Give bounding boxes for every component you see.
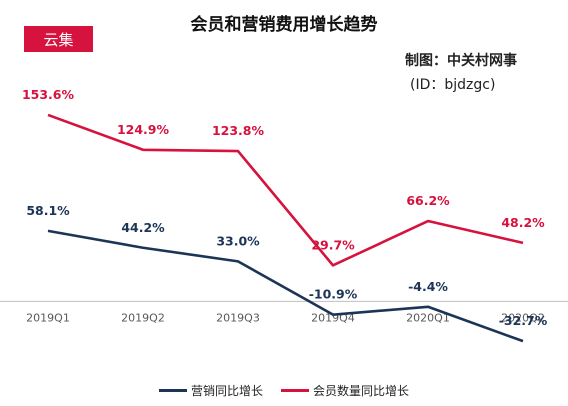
data-label: 48.2%: [501, 215, 545, 230]
x-tick-label: 2020Q1: [406, 311, 450, 324]
legend-item-marketing: 营销同比增长: [158, 382, 263, 399]
data-label: 29.7%: [311, 237, 355, 252]
data-label: 58.1%: [26, 203, 70, 218]
data-label: -32.7%: [499, 313, 548, 328]
x-tick-label: 2019Q2: [121, 311, 165, 324]
x-tick-label: 2019Q1: [26, 311, 70, 324]
series-line-members: [47, 113, 524, 267]
credit-line: 制图：中关村网事: [405, 53, 517, 69]
brand-logo: 云集: [24, 26, 93, 52]
chart-title: 会员和营销费用增长趋势: [190, 15, 378, 35]
legend-swatch-members: [281, 389, 309, 392]
data-label: 124.9%: [117, 122, 170, 137]
legend-swatch-marketing: [158, 389, 187, 392]
legend: 营销同比增长 会员数量同比增长: [0, 382, 568, 399]
x-tick-label: 2020Q2: [501, 311, 545, 324]
data-label: -4.4%: [408, 279, 448, 294]
data-label: 123.8%: [212, 123, 265, 138]
data-label: 66.2%: [406, 193, 450, 208]
data-label: -10.9%: [309, 287, 358, 302]
data-label: 153.6%: [22, 87, 75, 102]
series-line-marketing: [47, 229, 524, 343]
credit-id: (ID：bjdzgc): [410, 77, 496, 93]
x-tick-label: 2019Q3: [216, 311, 260, 324]
data-label: 33.0%: [216, 233, 260, 248]
data-label: 44.2%: [121, 220, 165, 235]
legend-label-marketing: 营销同比增长: [190, 384, 263, 398]
legend-label-members: 会员数量同比增长: [313, 384, 410, 398]
legend-item-members: 会员数量同比增长: [281, 382, 409, 399]
